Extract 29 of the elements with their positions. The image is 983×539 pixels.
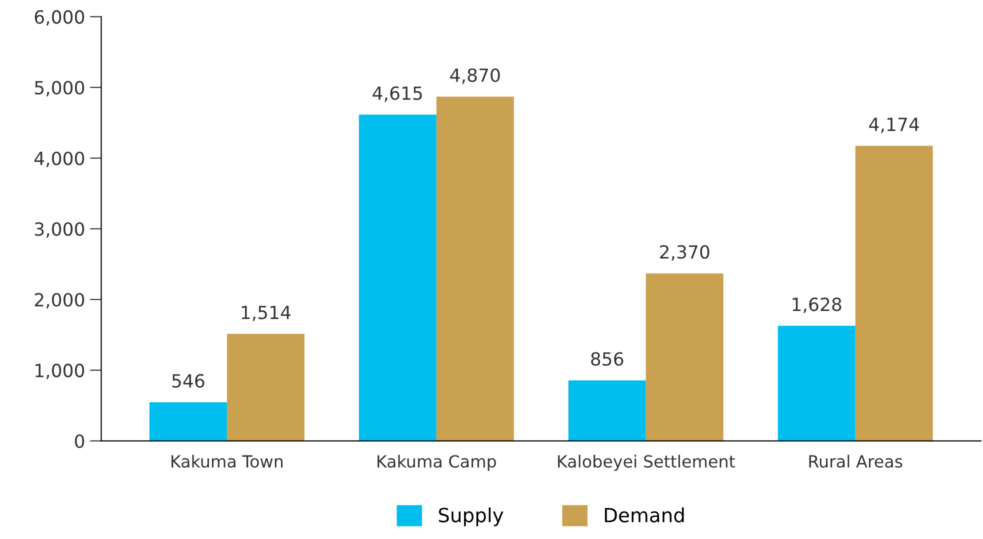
bar (855, 146, 933, 441)
legend-label: Demand (604, 507, 684, 522)
bar (436, 96, 514, 441)
y-tick-label: 4,000 (34, 152, 84, 168)
x-tick-label: Kakuma Town (172, 454, 283, 468)
data-label: 4,870 (450, 68, 500, 84)
y-tick-label: 0 (74, 434, 84, 448)
x-tick-label: Kakuma Camp (378, 454, 496, 471)
y-tick-label: 5,000 (34, 80, 84, 96)
data-label: 2,370 (660, 245, 710, 261)
bar (778, 326, 856, 441)
legend-label: Supply (438, 507, 504, 526)
bar (358, 114, 436, 441)
data-label: 1,628 (792, 298, 842, 314)
y-tick-label: 3,000 (34, 222, 84, 238)
data-label: 1,514 (242, 306, 291, 322)
data-label: 4,615 (372, 86, 422, 102)
bar (568, 380, 646, 441)
bar (226, 334, 304, 441)
data-label: 4,174 (869, 118, 919, 134)
data-label: 546 (172, 374, 204, 388)
x-tick-label: Kalobeyei Settlement (558, 454, 735, 471)
y-tick-label: 2,000 (34, 292, 84, 308)
bar (646, 273, 724, 441)
data-label: 856 (591, 352, 624, 366)
bar (149, 402, 227, 441)
y-tick-label: 6,000 (34, 10, 84, 26)
y-tick-label: 1,000 (36, 364, 84, 380)
x-tick-label: Rural Areas (809, 454, 902, 468)
